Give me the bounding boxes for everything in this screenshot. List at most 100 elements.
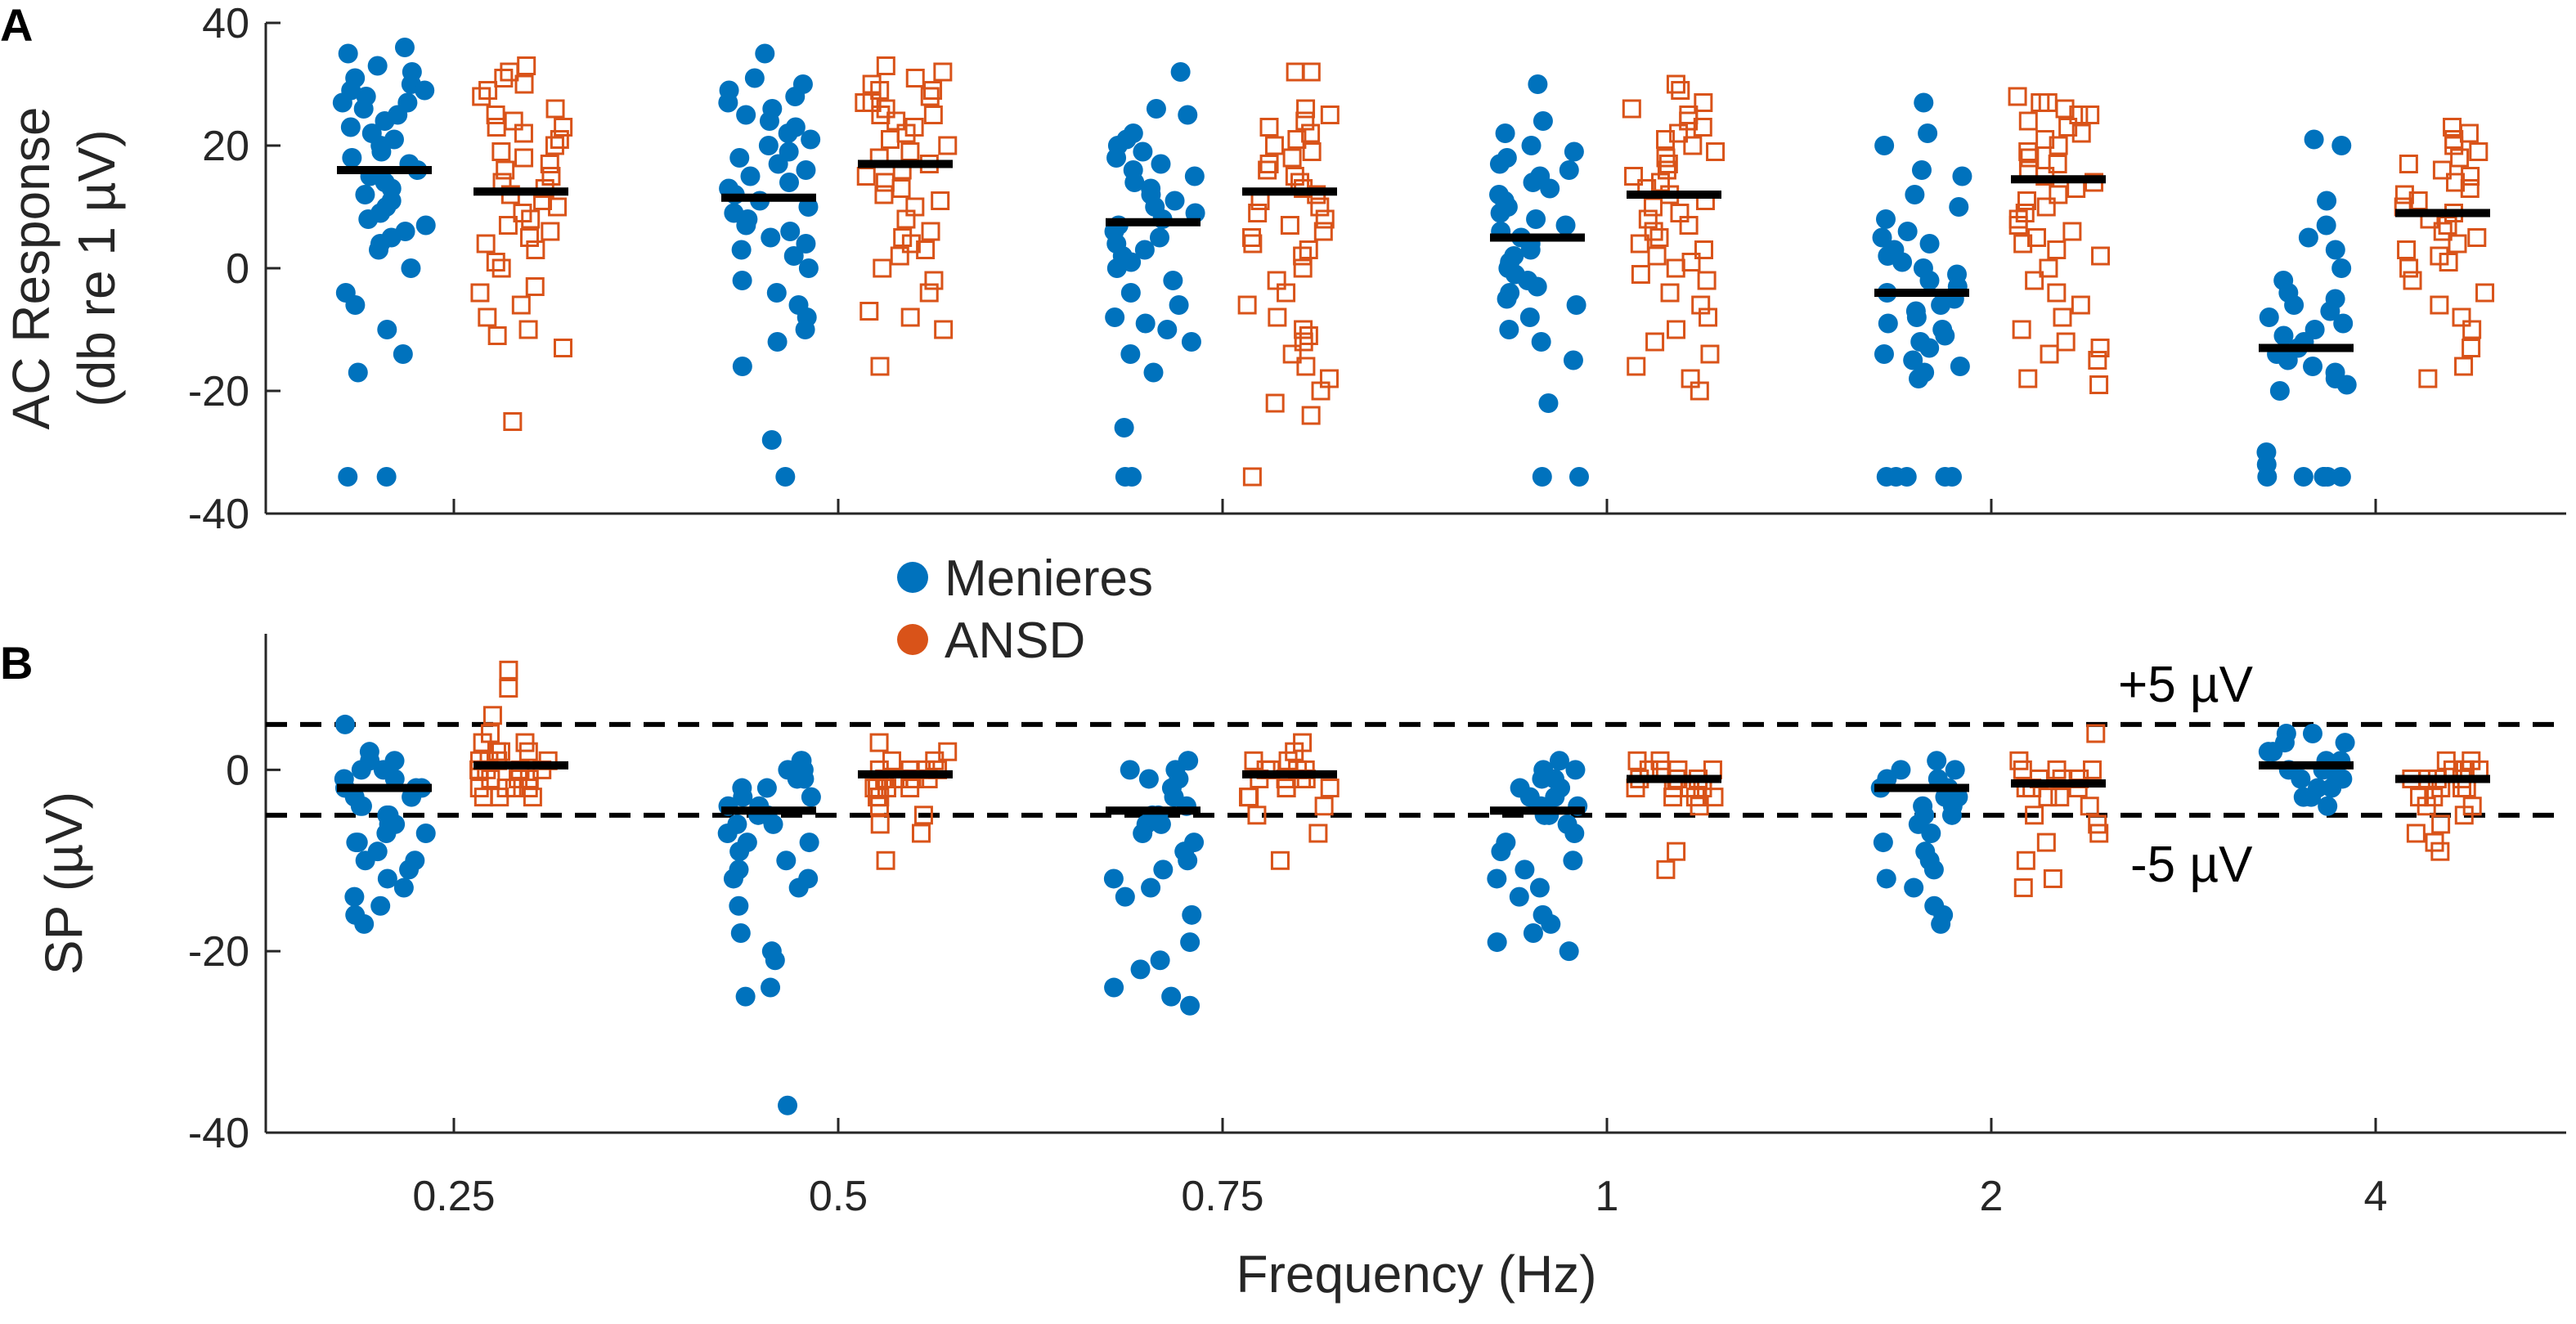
data-point-ansd — [924, 271, 944, 290]
data-point-ansd — [2049, 136, 2068, 155]
panel-b: -40 -20 0 B SP (µV) +5 µV -5 µV — [0, 634, 2566, 1157]
data-point-ansd — [487, 118, 506, 137]
data-point-ansd — [916, 240, 936, 259]
data-point-menieres — [1921, 824, 1941, 843]
data-point-menieres — [415, 215, 436, 236]
data-point-ansd — [545, 99, 565, 119]
data-point-ansd — [1644, 222, 1663, 241]
legend-marker-menieres — [897, 562, 928, 593]
data-point-menieres — [1876, 868, 1896, 889]
data-point-ansd — [1258, 160, 1277, 180]
data-point-menieres — [1878, 313, 1898, 334]
data-point-menieres — [798, 197, 819, 217]
data-point-menieres — [1541, 913, 1561, 934]
data-point-menieres — [766, 283, 787, 303]
data-point-ansd — [1694, 240, 1714, 259]
data-point-ansd — [1631, 265, 1650, 284]
data-point-menieres — [778, 123, 798, 143]
data-point-menieres — [342, 148, 362, 168]
data-point-ansd — [1666, 258, 1685, 278]
data-point-ansd — [2475, 283, 2495, 303]
data-point-menieres — [1904, 877, 1924, 898]
data-point-ansd — [1638, 209, 1658, 229]
data-point-ansd — [1671, 81, 1690, 100]
panel-a-marks — [332, 38, 2495, 487]
data-point-menieres — [1952, 166, 1972, 186]
data-point-ansd — [856, 167, 876, 186]
data-point-menieres — [1149, 227, 1169, 248]
data-point-menieres — [1120, 760, 1140, 780]
data-point-ansd — [1248, 204, 1268, 222]
data-point-menieres — [798, 258, 819, 278]
data-point-menieres — [352, 796, 372, 816]
data-point-ansd — [2399, 155, 2418, 173]
data-point-ansd — [2047, 283, 2067, 303]
data-point-ansd — [2469, 142, 2488, 161]
data-point-menieres — [1528, 74, 1548, 94]
data-point-menieres — [1931, 295, 1951, 315]
data-point-ansd — [900, 142, 920, 161]
panel-a-frame — [264, 23, 2566, 515]
data-point-ansd — [2017, 191, 2036, 210]
data-point-menieres — [779, 173, 800, 192]
data-point-ansd — [472, 87, 491, 106]
data-point-menieres — [1874, 136, 1895, 155]
data-point-menieres — [348, 833, 368, 853]
data-point-menieres — [1180, 932, 1200, 953]
data-point-ansd — [490, 788, 509, 807]
data-point-ansd — [891, 179, 911, 198]
data-point-ansd — [1286, 62, 1305, 82]
data-point-menieres — [2322, 778, 2342, 798]
data-point-menieres — [736, 105, 756, 125]
x-tick-label: 1 — [1595, 1173, 1619, 1220]
data-point-menieres — [1529, 877, 1550, 898]
data-point-menieres — [759, 111, 779, 131]
data-point-ansd — [2439, 253, 2458, 272]
data-point-menieres — [1526, 209, 1546, 229]
data-point-menieres — [1532, 467, 1552, 487]
data-point-ansd — [1314, 797, 1334, 816]
data-point-ansd — [498, 216, 518, 235]
data-point-ansd — [2467, 228, 2487, 247]
data-point-menieres — [1905, 185, 1925, 204]
data-point-menieres — [785, 87, 806, 106]
data-point-menieres — [1872, 227, 1892, 248]
data-point-menieres — [2269, 381, 2290, 401]
data-point-ansd — [1240, 788, 1259, 807]
data-point-menieres — [1919, 338, 1940, 358]
data-point-ansd — [1296, 99, 1316, 119]
data-point-menieres — [1146, 99, 1166, 119]
data-point-ansd — [1308, 824, 1328, 843]
data-point-menieres — [401, 258, 421, 278]
data-point-menieres — [796, 160, 816, 180]
data-point-ansd — [1259, 118, 1279, 137]
data-point-ansd — [1295, 111, 1315, 131]
data-point-menieres — [1499, 320, 1519, 339]
data-point-menieres — [744, 68, 765, 88]
data-point-ansd — [1287, 130, 1307, 149]
data-point-menieres — [1533, 111, 1553, 131]
data-point-ansd — [1627, 357, 1646, 376]
data-point-ansd — [1293, 258, 1313, 278]
data-point-ansd — [923, 81, 943, 100]
data-point-menieres — [765, 950, 785, 971]
data-point-menieres — [780, 222, 801, 241]
data-point-ansd — [1265, 393, 1285, 413]
data-point-ansd — [901, 234, 921, 254]
data-point-ansd — [919, 283, 939, 303]
data-point-ansd — [874, 185, 894, 204]
data-point-menieres — [783, 246, 804, 266]
data-point-ansd — [2446, 173, 2466, 192]
data-point-menieres — [733, 787, 753, 807]
data-point-ansd — [1282, 148, 1302, 168]
data-point-ansd — [2039, 258, 2058, 278]
data-point-menieres — [1897, 222, 1918, 241]
data-point-ansd — [886, 111, 906, 131]
y-tick-label: 20 — [202, 123, 249, 170]
data-point-ansd — [2091, 246, 2111, 266]
data-point-menieres — [729, 895, 749, 916]
data-point-menieres — [778, 1095, 798, 1115]
data-point-menieres — [1170, 62, 1191, 82]
data-point-ansd — [1294, 332, 1313, 352]
data-point-menieres — [367, 56, 388, 76]
